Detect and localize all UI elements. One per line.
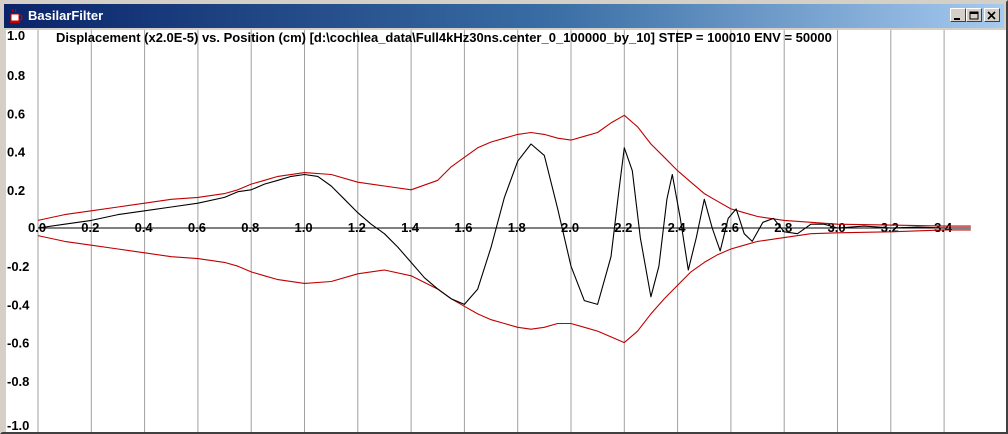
x-tick-labels: 0.0 0.2 0.4 0.6 0.8 1.0 1.2 1.4 1.6 1.8 2.0 2.2 2.4 2… xyxy=(28,220,953,235)
y-tick-label: -0.6 xyxy=(7,336,29,351)
displacement-series-line xyxy=(37,143,971,305)
y-tick-labels: 1.0 0.8 0.6 0.4 0.2 -0.2 -0.4 -0.6 -0.8 -1.0 xyxy=(7,30,30,432)
x-tick-label: 0.8 xyxy=(241,220,259,235)
y-tick-label: -1.0 xyxy=(7,418,29,432)
x-tick-label: 0.4 xyxy=(135,220,154,235)
maximize-button[interactable] xyxy=(966,8,982,22)
lower-envelope-line xyxy=(37,229,971,344)
y-tick-label: -0.8 xyxy=(7,374,29,389)
x-tick-label: 2.8 xyxy=(774,220,792,235)
chart-title: Displacement (x2.0E-5) vs. Position (cm)… xyxy=(56,30,832,45)
x-tick-label: 2.6 xyxy=(721,220,739,235)
displacement-chart: 0.0 0.2 0.4 0.6 0.8 1.0 1.2 1.4 1.6 1.8 2.0 2.2 2.4 2… xyxy=(7,30,971,432)
x-tick-label: 0.6 xyxy=(188,220,206,235)
close-icon xyxy=(987,11,996,20)
x-tick-label: 1.8 xyxy=(508,220,526,235)
title-bar[interactable]: BasilarFilter xyxy=(4,4,1004,28)
x-tick-label: 2.2 xyxy=(614,220,632,235)
x-tick-label: 2.4 xyxy=(668,220,687,235)
java-cup-icon xyxy=(10,8,23,23)
series-lines xyxy=(37,114,971,344)
x-tick-label: 2.0 xyxy=(561,220,579,235)
x-tick-label: 1.4 xyxy=(401,220,420,235)
y-tick-label: 0.8 xyxy=(7,68,25,83)
x-tick-label: 0.2 xyxy=(81,220,99,235)
grid-lines xyxy=(37,30,945,432)
x-tick-label: 1.2 xyxy=(348,220,366,235)
close-button[interactable] xyxy=(984,8,1000,22)
y-tick-label: 0.6 xyxy=(7,106,25,121)
upper-envelope-line xyxy=(37,114,971,227)
x-tick-label: 1.0 xyxy=(295,220,313,235)
maximize-icon xyxy=(969,11,979,20)
plot-area: 0.0 0.2 0.4 0.6 0.8 1.0 1.2 1.4 1.6 1.8 2.0 2.2 2.4 2… xyxy=(6,30,1006,432)
x-tick-label: 0.0 xyxy=(28,220,46,235)
minimize-button[interactable] xyxy=(950,8,966,22)
y-tick-label: -0.2 xyxy=(7,259,29,274)
x-tick-label: 1.6 xyxy=(454,220,472,235)
y-tick-label: 0.4 xyxy=(7,145,26,160)
y-tick-label: 1.0 xyxy=(7,30,25,43)
window-title: BasilarFilter xyxy=(28,8,104,23)
y-tick-label: -0.4 xyxy=(7,297,30,312)
minimize-icon xyxy=(954,18,960,20)
y-tick-label: 0.2 xyxy=(7,183,25,198)
